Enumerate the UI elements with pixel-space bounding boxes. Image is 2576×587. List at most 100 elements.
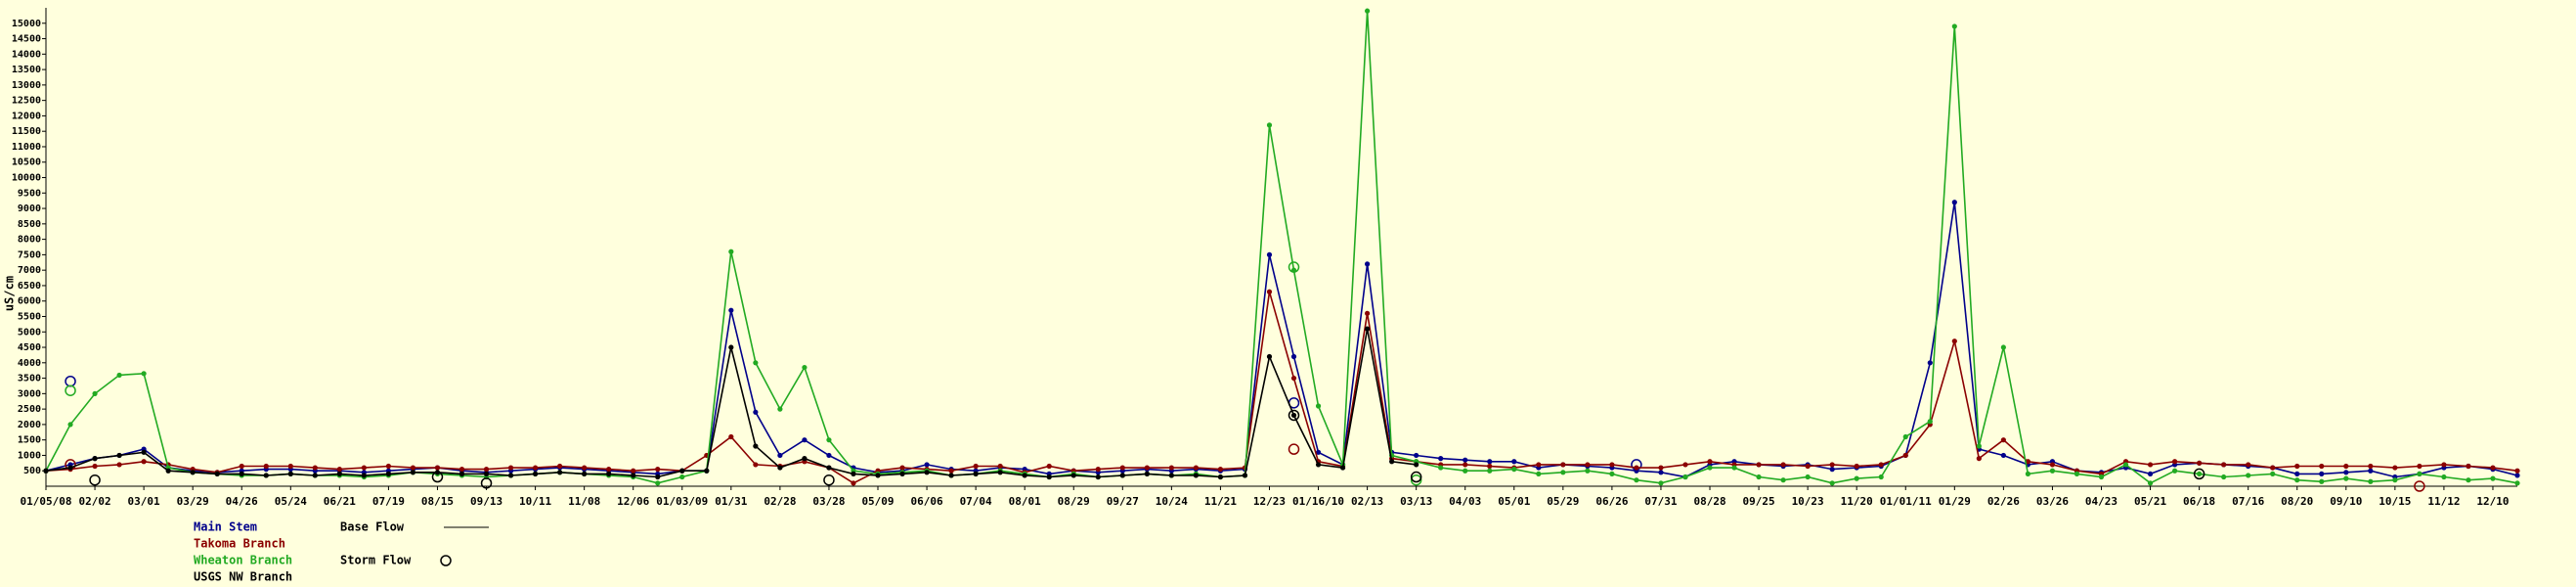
base-flow-point <box>1022 473 1027 478</box>
base-flow-point <box>1487 459 1493 465</box>
base-flow-point <box>458 467 465 473</box>
base-flow-point <box>1119 473 1125 478</box>
y-tick-label: 3000 <box>18 388 41 399</box>
base-flow-point <box>899 471 905 476</box>
base-flow-point <box>1829 467 1835 473</box>
storm-flow-point <box>65 384 76 396</box>
base-flow-point <box>753 360 759 366</box>
base-flow-point <box>1902 433 1908 440</box>
x-tick-label: 06/06 <box>911 495 943 508</box>
y-tick-label: 7000 <box>18 265 41 276</box>
base-flow-point <box>1365 326 1371 332</box>
base-flow-point <box>116 462 122 468</box>
x-tick-label: 08/20 <box>2281 495 2313 508</box>
base-flow-point <box>2000 344 2006 350</box>
base-flow-point <box>1536 471 1542 476</box>
x-tick-label: 08/15 <box>421 495 454 508</box>
base-flow-point <box>507 465 514 471</box>
base-flow-point <box>214 471 220 476</box>
y-tick-label: 14500 <box>12 34 41 45</box>
x-tick-label: 04/23 <box>2085 495 2118 508</box>
x-tick-label: 01/05/08 <box>21 495 72 508</box>
base-flow-point <box>1560 462 1566 468</box>
base-flow-point <box>1780 462 1786 468</box>
x-tick-label: 08/01 <box>1009 495 1041 508</box>
base-flow-point <box>1951 200 1957 205</box>
x-tick-label: 05/21 <box>2134 495 2166 508</box>
x-tick-label: 06/26 <box>1595 495 1628 508</box>
base-flow-point <box>2294 477 2300 483</box>
base-flow-point <box>753 443 759 449</box>
base-flow-point <box>1463 462 1468 468</box>
base-flow-point <box>777 406 783 412</box>
x-tick-label: 01/31 <box>715 495 747 508</box>
base-flow-point <box>753 462 759 468</box>
x-tick-label: 07/04 <box>960 495 992 508</box>
base-flow-point <box>655 480 661 486</box>
base-flow-point <box>1829 480 1835 486</box>
storm-flow-point <box>1288 261 1300 273</box>
base-flow-point <box>1463 457 1468 463</box>
base-flow-point <box>2466 463 2471 470</box>
base-flow-point <box>948 473 954 478</box>
base-flow-point <box>1731 465 1737 471</box>
base-flow-point <box>2294 463 2300 470</box>
y-tick-label: 10500 <box>12 158 41 168</box>
x-tick-label: 08/28 <box>1693 495 1725 508</box>
base-flow-point <box>2270 465 2276 471</box>
legend-label: Wheaton Branch <box>194 554 292 567</box>
base-flow-point <box>728 307 734 313</box>
base-flow-point <box>2417 471 2423 476</box>
base-flow-point <box>2197 460 2203 466</box>
base-flow-point <box>2122 462 2129 468</box>
x-tick-label: 05/29 <box>1547 495 1579 508</box>
base-flow-point <box>2074 471 2080 476</box>
base-flow-point <box>532 471 539 476</box>
y-tick-label: 5500 <box>18 311 41 322</box>
x-tick-label: 02/26 <box>1987 495 2020 508</box>
base-flow-point <box>1976 456 1982 462</box>
base-flow-point <box>557 463 563 470</box>
y-tick-label: 7500 <box>18 249 41 260</box>
base-flow-point <box>777 452 783 459</box>
base-flow-point <box>948 468 954 474</box>
base-flow-point <box>826 452 832 459</box>
base-flow-point <box>2098 474 2105 480</box>
legend-storm-label: Storm Flow <box>340 554 412 567</box>
base-flow-point <box>655 467 661 473</box>
x-tick-label: 10/11 <box>519 495 551 508</box>
base-flow-point <box>1414 462 1419 468</box>
base-flow-point <box>2171 459 2178 465</box>
base-flow-point <box>851 480 856 486</box>
base-flow-point <box>1095 474 1101 480</box>
base-flow-point <box>851 471 856 476</box>
base-flow-point <box>1095 467 1101 473</box>
x-tick-label: 07/16 <box>2232 495 2264 508</box>
base-flow-point <box>1168 465 1174 471</box>
base-flow-point <box>728 248 734 254</box>
base-flow-point <box>190 470 196 475</box>
base-flow-point <box>2270 471 2276 476</box>
base-flow-point <box>582 465 588 471</box>
base-flow-point <box>410 470 416 475</box>
x-tick-label: 07/31 <box>1644 495 1677 508</box>
legend-label: Takoma Branch <box>194 537 285 551</box>
base-flow-point <box>458 471 465 476</box>
x-tick-label: 03/29 <box>177 495 209 508</box>
y-tick-label: 1000 <box>18 450 41 461</box>
base-flow-point <box>1878 474 1884 480</box>
base-flow-point <box>1365 8 1371 14</box>
base-flow-point <box>1951 339 1957 344</box>
x-tick-label: 01/16/10 <box>1292 495 1344 508</box>
base-flow-point <box>2368 468 2374 474</box>
base-flow-point <box>2514 473 2520 478</box>
x-tick-label: 03/01 <box>128 495 160 508</box>
storm-flow-point <box>1288 443 1300 455</box>
base-flow-point <box>1487 468 1493 474</box>
base-flow-point <box>753 409 759 415</box>
base-flow-point <box>1634 477 1639 483</box>
base-flow-point <box>2294 471 2300 476</box>
y-tick-label: 4500 <box>18 342 41 353</box>
x-tick-label: 10/23 <box>1792 495 1824 508</box>
